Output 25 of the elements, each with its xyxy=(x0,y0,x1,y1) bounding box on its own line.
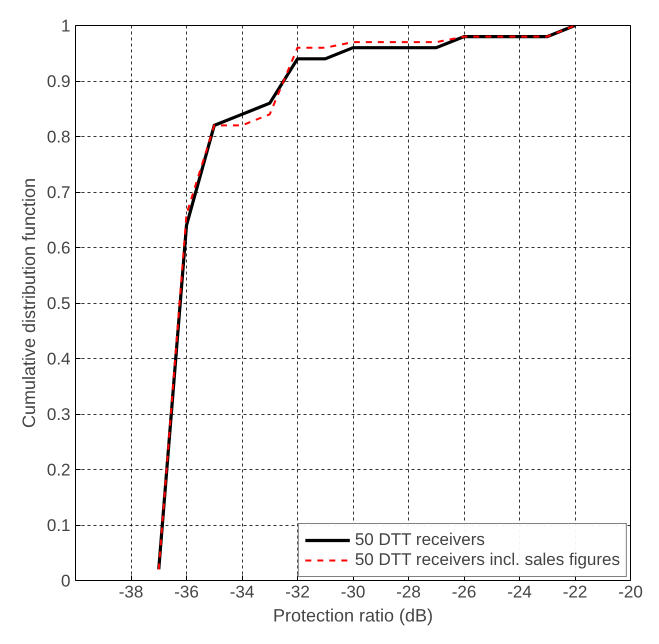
y-tick-label: 0.5 xyxy=(46,294,71,313)
x-tick-label: -32 xyxy=(285,582,310,602)
y-tick-label: 0.2 xyxy=(46,460,71,480)
x-tick-label: -30 xyxy=(340,582,366,602)
y-tick-label: 0.1 xyxy=(46,516,71,535)
legend-label: 50 DTT receivers xyxy=(354,530,485,550)
x-tick-label: -26 xyxy=(452,582,476,602)
x-tick-label: -22 xyxy=(562,582,588,602)
x-tick-label: -34 xyxy=(230,582,254,602)
x-axis-title: Protection ratio (dB) xyxy=(272,606,434,626)
y-tick-label: 0.8 xyxy=(46,128,71,146)
legend-label: 50 DTT receivers incl. sales figures xyxy=(354,550,620,570)
y-tick-label: 0 xyxy=(61,572,71,590)
y-tick-label: 0.6 xyxy=(46,238,71,258)
y-tick-label: 0.9 xyxy=(46,72,71,91)
y-tick-label: 0.4 xyxy=(46,350,71,368)
x-tick-label: -28 xyxy=(396,582,421,602)
y-tick-label: 0.7 xyxy=(46,183,71,202)
x-tick-label: -36 xyxy=(174,582,199,602)
x-tick-label: -38 xyxy=(118,582,144,602)
y-tick-label: 0.3 xyxy=(46,405,71,424)
y-tick-label: 1 xyxy=(61,16,71,36)
x-tick-label: -24 xyxy=(507,582,532,602)
x-tick-label: -20 xyxy=(618,582,643,602)
y-axis-title: Cumulative distribution function xyxy=(18,178,39,428)
